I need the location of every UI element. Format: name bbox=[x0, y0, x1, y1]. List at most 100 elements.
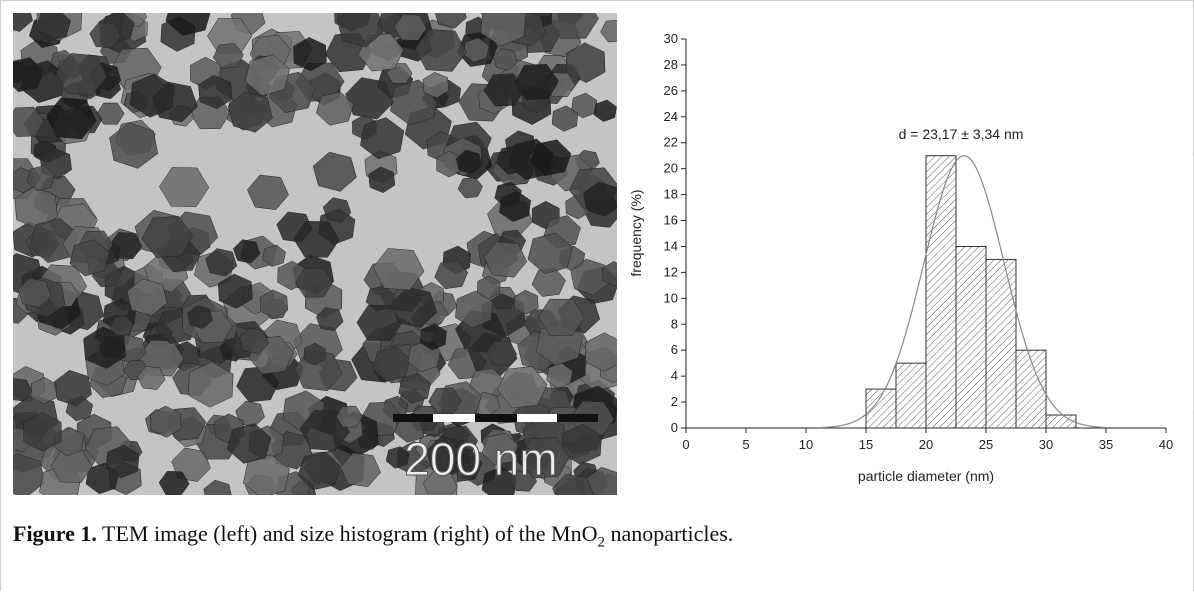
x-tick-label: 25 bbox=[979, 437, 993, 452]
particle bbox=[462, 37, 490, 63]
particle bbox=[13, 13, 33, 32]
particle bbox=[356, 304, 403, 341]
particle bbox=[227, 91, 273, 133]
particle bbox=[565, 42, 606, 83]
y-tick-label: 14 bbox=[664, 238, 678, 253]
x-tick-label: 40 bbox=[1159, 437, 1173, 452]
particle bbox=[89, 22, 122, 49]
x-tick-label: 10 bbox=[799, 437, 813, 452]
y-tick-label: 4 bbox=[671, 368, 678, 383]
particle bbox=[69, 239, 110, 277]
particle bbox=[165, 13, 211, 36]
particle bbox=[372, 248, 425, 291]
particle bbox=[262, 244, 286, 267]
fit-curve bbox=[821, 155, 1107, 429]
particle bbox=[198, 74, 233, 110]
particle bbox=[226, 423, 272, 464]
particle bbox=[247, 174, 289, 210]
particle bbox=[233, 239, 261, 264]
particle bbox=[593, 99, 617, 122]
x-tick-label: 35 bbox=[1099, 437, 1113, 452]
particle bbox=[455, 149, 483, 175]
particle bbox=[335, 405, 363, 428]
bar bbox=[925, 155, 957, 429]
particle bbox=[312, 151, 357, 192]
y-tick-label: 12 bbox=[664, 264, 678, 279]
x-tick-label: 30 bbox=[1039, 437, 1053, 452]
particle bbox=[83, 326, 126, 369]
y-tick-label: 10 bbox=[664, 290, 678, 305]
y-tick-label: 28 bbox=[664, 57, 678, 72]
bar bbox=[1045, 414, 1077, 429]
particle bbox=[398, 373, 431, 404]
particle bbox=[13, 378, 33, 402]
particle bbox=[188, 361, 234, 408]
x-tick-label: 0 bbox=[682, 437, 689, 452]
particle bbox=[480, 13, 527, 47]
particle bbox=[434, 13, 467, 29]
particle bbox=[494, 181, 522, 207]
particle bbox=[205, 248, 238, 277]
particle bbox=[529, 139, 572, 177]
particle bbox=[483, 73, 525, 107]
particle bbox=[419, 323, 447, 351]
particle bbox=[434, 260, 469, 290]
particle bbox=[17, 277, 52, 308]
particle bbox=[141, 215, 193, 258]
particle bbox=[316, 307, 344, 332]
particle bbox=[13, 106, 45, 137]
particle bbox=[513, 64, 559, 101]
particle bbox=[422, 470, 458, 495]
scale-bar bbox=[393, 414, 598, 422]
particle bbox=[492, 48, 518, 71]
caption-tail: nanoparticles. bbox=[605, 521, 734, 546]
particle bbox=[360, 117, 405, 160]
particle bbox=[137, 366, 166, 390]
annotation: d = 23,17 ± 3,34 nm bbox=[899, 126, 1024, 142]
bar bbox=[1015, 349, 1047, 429]
particle bbox=[537, 298, 585, 336]
y-tick-label: 30 bbox=[664, 31, 678, 46]
particle bbox=[96, 102, 125, 125]
particle bbox=[53, 370, 92, 407]
particle bbox=[546, 363, 573, 389]
x-tick-label: 20 bbox=[919, 437, 933, 452]
particle bbox=[561, 424, 602, 465]
particle bbox=[105, 444, 140, 479]
particle bbox=[414, 29, 467, 72]
y-tick-label: 0 bbox=[671, 420, 678, 435]
y-tick-label: 6 bbox=[671, 342, 678, 357]
particle bbox=[372, 346, 411, 382]
particle bbox=[55, 53, 108, 96]
particle bbox=[393, 14, 427, 41]
particle bbox=[13, 453, 45, 495]
caption-text: TEM image (left) and size histogram (rig… bbox=[102, 521, 598, 546]
particle bbox=[187, 305, 213, 329]
particle bbox=[316, 91, 354, 126]
particle bbox=[571, 92, 598, 119]
particle bbox=[212, 43, 244, 69]
particle bbox=[242, 454, 290, 495]
particle bbox=[519, 437, 570, 479]
particle bbox=[217, 273, 253, 309]
bar bbox=[955, 245, 987, 429]
caption: Figure 1. TEM image (left) and size hist… bbox=[13, 521, 733, 551]
y-tick-label: 8 bbox=[671, 316, 678, 331]
particle bbox=[425, 436, 470, 475]
particle bbox=[551, 105, 579, 132]
caption-label: Figure 1. bbox=[13, 521, 97, 546]
particle bbox=[150, 405, 182, 438]
y-tick-label: 22 bbox=[664, 135, 678, 150]
particle bbox=[496, 145, 530, 175]
particle bbox=[109, 122, 159, 169]
y-tick-label: 18 bbox=[664, 187, 678, 202]
particle bbox=[483, 241, 528, 278]
particle bbox=[244, 54, 290, 96]
bar bbox=[865, 388, 897, 429]
particle bbox=[23, 412, 62, 452]
particle bbox=[422, 72, 449, 99]
particle bbox=[601, 261, 617, 287]
particle bbox=[585, 332, 617, 372]
particle bbox=[570, 258, 610, 296]
particle bbox=[583, 181, 617, 217]
